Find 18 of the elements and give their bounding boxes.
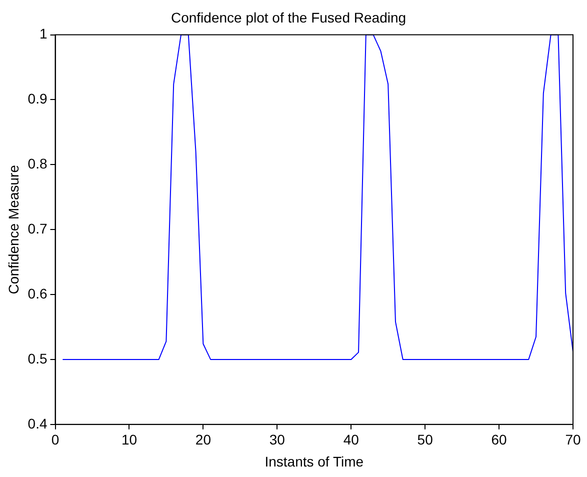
x-tick-label: 70 <box>565 432 581 448</box>
x-tick-label: 20 <box>195 432 212 448</box>
x-tick-label: 30 <box>269 432 286 448</box>
y-tick-label: 0.7 <box>28 220 48 236</box>
y-tick-label: 0.4 <box>28 415 48 432</box>
y-tick-label: 0.6 <box>28 285 48 302</box>
y-tick-label: 0.8 <box>28 156 48 172</box>
x-tick-label: 50 <box>417 432 434 448</box>
x-axis-title: Instants of Time <box>264 453 364 470</box>
x-tick-label: 0 <box>51 432 60 448</box>
y-tick-label: 0.5 <box>28 350 48 366</box>
x-tick-label: 40 <box>343 432 360 448</box>
y-tick-label: 1 <box>39 26 48 42</box>
x-tick-label: 10 <box>121 432 138 448</box>
chart-title: Confidence plot of the Fused Reading <box>170 9 406 26</box>
x-tick-label: 60 <box>491 432 508 448</box>
y-axis-title: Confidence Measure <box>5 164 22 294</box>
y-tick-label: 0.9 <box>28 90 48 107</box>
